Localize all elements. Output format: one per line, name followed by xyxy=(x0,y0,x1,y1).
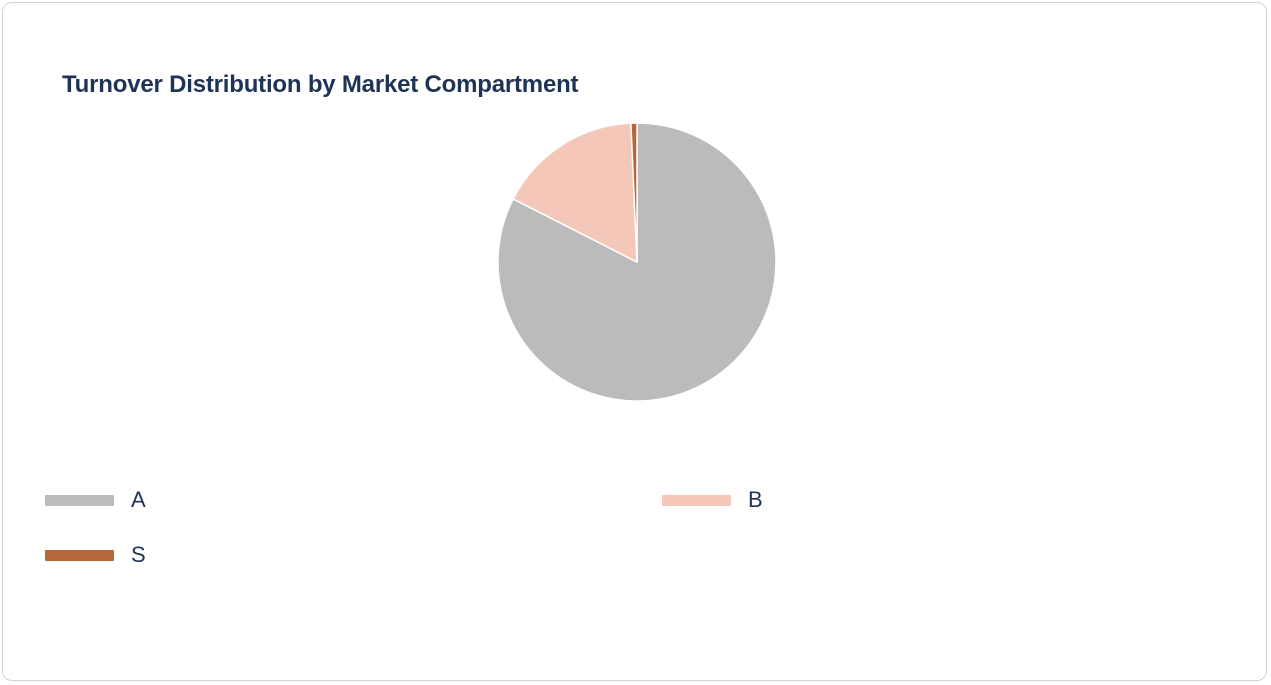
legend-swatch xyxy=(45,549,114,561)
legend-label: S xyxy=(131,542,146,567)
legend-swatch xyxy=(662,494,731,506)
chart-title: Turnover Distribution by Market Compartm… xyxy=(62,71,579,98)
legend-label: B xyxy=(748,487,763,512)
legend-label: A xyxy=(131,487,146,512)
pie-chart xyxy=(497,122,777,402)
legend-item-s[interactable]: S xyxy=(45,542,146,568)
pie-slice-s[interactable] xyxy=(630,122,638,263)
legend-item-b[interactable]: B xyxy=(662,487,763,513)
legend-item-a[interactable]: A xyxy=(45,487,146,513)
legend-swatch xyxy=(45,494,114,506)
pie-slice-b[interactable] xyxy=(512,122,638,263)
